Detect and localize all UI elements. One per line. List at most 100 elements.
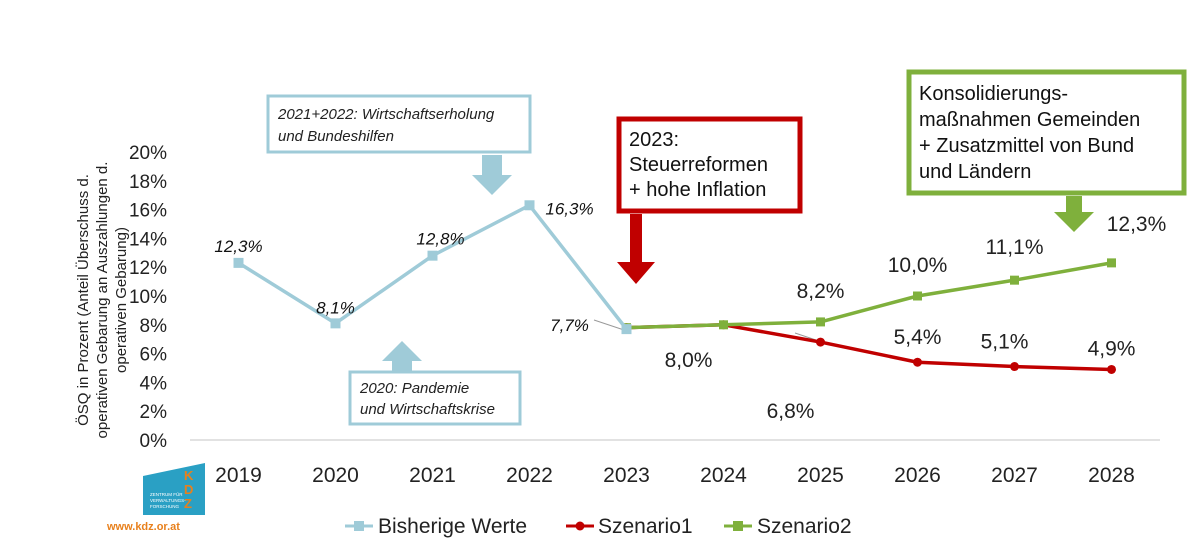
y-tick-label: 14%: [129, 229, 167, 250]
data-label-bisherige-werte: 12,8%: [416, 230, 464, 249]
data-label-szenario2: 12,3%: [1107, 213, 1167, 236]
data-point-szenario2: [1107, 258, 1116, 268]
annotation-recovery-line-1: 2021+2022: Wirtschaftserholung: [277, 106, 495, 123]
data-label-szenario2: 10,0%: [888, 254, 948, 277]
annotation-pandemic-arrow: [382, 341, 422, 372]
annotation-consolidation-box: [906, 69, 1187, 196]
y-tick-label: 20%: [129, 143, 167, 164]
x-tick-label: 2027: [991, 464, 1038, 487]
data-label-szenario1: 5,1%: [981, 331, 1029, 354]
annotation-pandemic-line-1: 2020: Pandemie: [359, 380, 469, 397]
data-point-bisherige-werte: [621, 324, 632, 335]
annotation-tax-reform-line-2: Steuerreformen: [629, 154, 768, 176]
data-point-bisherige-werte: [330, 318, 341, 329]
kdz-logo-letter-d: D: [184, 482, 193, 497]
y-tick-label: 10%: [129, 287, 167, 308]
x-tick-label: 2026: [894, 464, 941, 487]
data-point-szenario2: [816, 317, 825, 327]
data-label-szenario2: 11,1%: [986, 236, 1044, 259]
data-point-szenario2: [1010, 275, 1019, 285]
kdz-logo: K D Z ZENTRUM FÜR VERWALTUNGS- FORSCHUNG…: [106, 463, 205, 533]
annotation-consolidation-line-4: und Ländern: [919, 161, 1031, 183]
annotation-tax-reform-line-1: 2023:: [629, 129, 679, 151]
annotation-tax-reform: 2023: Steuerreformen + hohe Inflation: [616, 116, 803, 284]
data-label-bisherige-werte: 12,3%: [214, 237, 262, 256]
legend-marker-szenario1: [575, 521, 585, 531]
x-tick-labels: 2019 2020 2021 2022 2023 2024 2025 2026 2027 2028: [215, 464, 1135, 487]
y-axis-title-line-1: ÖSQ in Prozent (Anteil Überschuss d.: [74, 174, 92, 426]
annotation-recovery-line-2: und Bundeshilfen: [278, 128, 394, 145]
data-point-szenario2: [913, 291, 922, 301]
annotation-consolidation: Konsolidierungs- maßnahmen Gemeinden + Z…: [906, 69, 1187, 232]
x-tick-label: 2020: [312, 464, 359, 487]
y-tick-label: 12%: [129, 258, 167, 279]
y-tick-label: 18%: [129, 172, 167, 193]
annotation-tax-reform-arrow: [617, 214, 655, 284]
kdz-logo-subtitle-1: ZENTRUM FÜR: [150, 491, 183, 497]
data-label-bisherige-werte: 16,3%: [545, 199, 593, 218]
kdz-logo-badge: [143, 463, 205, 515]
annotation-consolidation-line-2: maßnahmen Gemeinden: [919, 109, 1140, 131]
annotation-consolidation-line-3: + Zusatzmittel von Bund: [919, 135, 1134, 157]
annotation-pandemic: 2020: Pandemie und Wirtschaftskrise: [348, 341, 522, 426]
data-point-szenario1: [913, 357, 922, 367]
data-point-bisherige-werte: [233, 257, 244, 268]
x-tick-label: 2023: [603, 464, 650, 487]
annotation-recovery-box: [266, 94, 532, 154]
data-label-szenario1: 6,8%: [767, 400, 815, 423]
legend-label-szenario1: Szenario1: [598, 515, 693, 538]
data-label-bisherige-werte: 7,7%: [550, 316, 589, 335]
x-tick-label: 2024: [700, 464, 747, 487]
legend-marker-szenario2: [733, 521, 743, 531]
data-label-layer: 12,3% 8,1% 12,8% 16,3% 7,7% 6,8% 5,4% 5,1% 4,9% 8…: [214, 199, 1166, 423]
data-label-szenario1: 4,9%: [1088, 337, 1136, 360]
annotation-consolidation-line-1: Konsolidierungs-: [919, 83, 1068, 105]
annotation-pandemic-line-2: und Wirtschaftskrise: [360, 401, 495, 418]
data-label-szenario1: 5,4%: [894, 326, 942, 349]
data-point-bisherige-werte: [524, 200, 535, 211]
y-tick-label: 16%: [129, 201, 167, 222]
annotation-tax-reform-box: [616, 116, 803, 214]
legend-item-szenario2: Szenario2: [724, 515, 852, 538]
leader-line-2023: [593, 319, 625, 331]
y-tick-label: 8%: [140, 316, 168, 337]
y-tick-label: 6%: [140, 345, 168, 366]
series-layer: [233, 200, 1116, 374]
annotation-pandemic-box: [348, 370, 522, 426]
x-tick-label: 2019: [215, 464, 262, 487]
series-line-bisherige-werte: [237, 203, 628, 331]
annotation-recovery: 2021+2022: Wirtschaftserholung und Bunde…: [266, 94, 532, 195]
legend-marker-bisherige-werte: [354, 521, 364, 531]
data-label-szenario2: 8,2%: [797, 280, 845, 303]
kdz-logo-url: www.kdz.or.at: [106, 521, 180, 533]
kdz-logo-subtitle-3: FORSCHUNG: [150, 504, 179, 509]
legend-label-bisherige-werte: Bisherige Werte: [378, 515, 527, 538]
annotation-recovery-arrow: [472, 155, 512, 195]
data-point-szenario1: [1107, 364, 1116, 374]
legend-label-szenario2: Szenario2: [757, 515, 852, 538]
x-tick-label: 2028: [1088, 464, 1135, 487]
data-point-szenario1: [816, 337, 825, 347]
y-tick-labels: 0% 2% 4% 6% 8% 10% 12% 14% 16% 18% 20%: [129, 143, 167, 452]
kdz-logo-subtitle-2: VERWALTUNGS-: [150, 498, 186, 503]
x-tick-label: 2025: [797, 464, 844, 487]
legend-item-szenario1: Szenario1: [566, 515, 693, 538]
kdz-logo-letter-z: Z: [184, 496, 192, 511]
annotation-tax-reform-line-3: + hohe Inflation: [629, 179, 766, 201]
data-label-szenario2: 8,0%: [665, 349, 713, 372]
legend: Bisherige Werte Szenario1 Szenario2: [345, 515, 852, 538]
data-point-szenario1: [1010, 362, 1019, 372]
data-label-bisherige-werte: 8,1%: [316, 298, 355, 317]
y-tick-label: 4%: [140, 373, 168, 394]
series-line-szenario2: [626, 261, 1112, 330]
y-axis-title: ÖSQ in Prozent (Anteil Überschuss d. ope…: [74, 162, 130, 439]
kdz-logo-letter-k: K: [184, 468, 194, 483]
data-point-szenario2: [719, 320, 728, 330]
annotation-consolidation-arrow: [1054, 196, 1094, 232]
x-tick-label: 2021: [409, 464, 456, 487]
y-tick-label: 2%: [140, 402, 168, 423]
y-axis-title-line-3: operativen Gebarung): [113, 227, 130, 373]
y-axis-title-line-2: operativen Gebarung an Auszahlungen d.: [94, 162, 111, 439]
y-tick-label: 0%: [140, 431, 168, 452]
